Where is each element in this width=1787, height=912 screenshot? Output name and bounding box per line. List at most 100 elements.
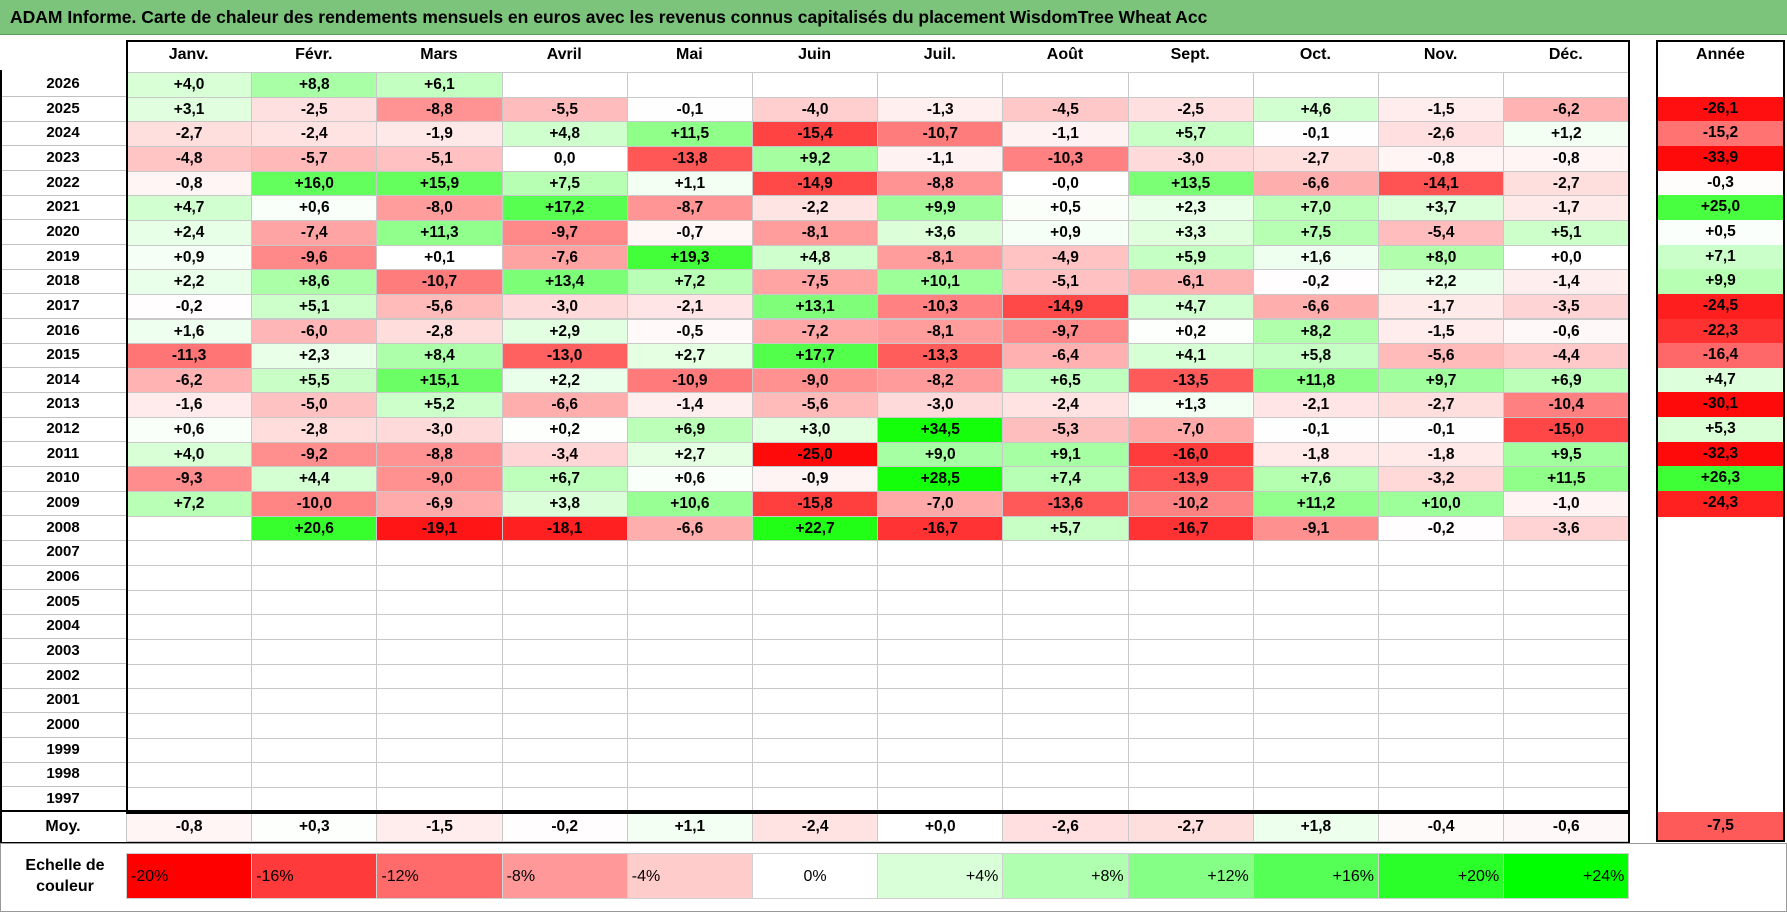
heatmap-cell: +6,9 [626, 417, 753, 443]
heatmap-cell: -15,0 [1503, 417, 1630, 443]
heatmap-cell [877, 712, 1004, 739]
heatmap-cell: -8,1 [877, 318, 1004, 345]
heatmap-cell [626, 712, 753, 739]
heatmap-cell: -10,9 [626, 367, 753, 394]
row-separator [0, 589, 126, 591]
heatmap-cell [1252, 638, 1379, 665]
legend-swatch: +12% [1127, 853, 1254, 899]
heatmap-cell [1252, 565, 1379, 591]
year-label: 2016 [46, 321, 80, 339]
heatmap-cell [877, 589, 1004, 616]
heatmap-cell [877, 540, 1004, 566]
heatmap-cell [1503, 786, 1630, 813]
heatmap-cell: +19,3 [626, 244, 753, 271]
month-header: Déc. [1548, 46, 1583, 63]
heatmap-cell [1002, 540, 1129, 566]
year-label: 2006 [46, 568, 80, 585]
heatmap-cell: -8,0 [376, 195, 503, 221]
heatmap-cell [752, 72, 879, 98]
heatmap-cell: +13,5 [1127, 170, 1254, 197]
heatmap-cell: -13,3 [877, 343, 1004, 369]
heatmap-cell [1127, 786, 1254, 813]
heatmap-cell: +8,0 [1378, 244, 1505, 271]
heatmap-cell [877, 565, 1004, 591]
heatmap-cell: -3,4 [501, 441, 628, 468]
heatmap-cell [626, 786, 753, 813]
heatmap-cell: -3,5 [1503, 293, 1630, 320]
heatmap-cell [877, 663, 1004, 690]
heatmap-cell: -8,1 [752, 219, 879, 246]
heatmap-cell: -13,5 [1127, 367, 1254, 394]
heatmap-cell: -0,8 [126, 170, 253, 197]
heatmap-cell: -0,5 [626, 318, 753, 345]
year-label: 2009 [46, 494, 80, 512]
row-separator [0, 391, 126, 393]
heatmap-cell [376, 614, 503, 640]
heatmap-cell: +0,1 [376, 244, 503, 271]
heatmap-cell: +8,2 [1252, 318, 1379, 345]
year-label: 2020 [46, 222, 80, 240]
heatmap-cell [1252, 737, 1379, 764]
heatmap-cell: -6,9 [376, 491, 503, 517]
heatmap-cell [752, 565, 879, 591]
heatmap-cell: +10,0 [1378, 491, 1505, 517]
heatmap-cell: +5,7 [1002, 515, 1129, 542]
heatmap-cell: -8,8 [877, 170, 1004, 197]
heatmap-cell: +0,2 [501, 417, 628, 443]
heatmap-cell [877, 638, 1004, 665]
heatmap-cell [251, 663, 378, 690]
heatmap-cell [501, 72, 628, 98]
month-header: Avril [546, 46, 582, 63]
heatmap-cell: -5,6 [752, 392, 879, 419]
row-separator [0, 539, 126, 541]
heatmap-cell [1503, 638, 1630, 665]
heatmap-cell: -5,7 [251, 145, 378, 172]
heatmap-cell [1002, 762, 1129, 788]
heatmap-cell: +9,2 [752, 145, 879, 172]
annual-cell: +26,3 [1658, 466, 1783, 493]
heatmap-cell: -15,4 [752, 121, 879, 147]
heatmap-cell: -0,6 [1503, 318, 1630, 345]
heatmap-cell: +0,5 [1002, 195, 1129, 221]
heatmap-cell [1503, 540, 1630, 566]
heatmap-cell [752, 786, 879, 813]
heatmap-cell: +4,1 [1127, 343, 1254, 369]
heatmap-cell [501, 565, 628, 591]
heatmap-cell [1378, 614, 1505, 640]
heatmap-cell [251, 565, 378, 591]
row-separator [0, 416, 126, 418]
heatmap-cell: -9,0 [376, 466, 503, 493]
heatmap-cell: -14,9 [752, 170, 879, 197]
heatmap-cell [126, 688, 253, 714]
average-cell: +0,0 [877, 812, 1004, 842]
heatmap-cell: -1,1 [1002, 121, 1129, 147]
annual-cell: -26,1 [1658, 96, 1783, 123]
month-header: Août [1046, 46, 1084, 63]
heatmap-cell: -13,6 [1002, 491, 1129, 517]
heatmap-cell [1378, 589, 1505, 616]
heatmap-cell: +7,6 [1252, 466, 1379, 493]
heatmap-cell: -4,5 [1002, 96, 1129, 123]
row-separator [0, 687, 126, 689]
year-label: 2018 [46, 272, 80, 290]
heatmap-cell [626, 589, 753, 616]
row-separator [0, 465, 126, 467]
heatmap-cell [1503, 688, 1630, 714]
heatmap-cell [1378, 638, 1505, 665]
heatmap-cell: -4,0 [752, 96, 879, 123]
heatmap-cell: -8,8 [376, 441, 503, 468]
heatmap-cell: -3,0 [376, 417, 503, 443]
heatmap-cell: -1,8 [1378, 441, 1505, 468]
heatmap-cell: -6,2 [126, 367, 253, 394]
heatmap-cell [626, 614, 753, 640]
heatmap-cell: +17,2 [501, 195, 628, 221]
heatmap-cell: -7,0 [1127, 417, 1254, 443]
row-separator [0, 613, 126, 615]
heatmap-cell: +11,8 [1252, 367, 1379, 394]
heatmap-cell: -0,9 [752, 466, 879, 493]
year-label: 2002 [46, 666, 80, 684]
heatmap-cell [877, 786, 1004, 813]
row-separator [0, 761, 126, 763]
heatmap-cell [626, 638, 753, 665]
heatmap-cell: +2,2 [501, 367, 628, 394]
